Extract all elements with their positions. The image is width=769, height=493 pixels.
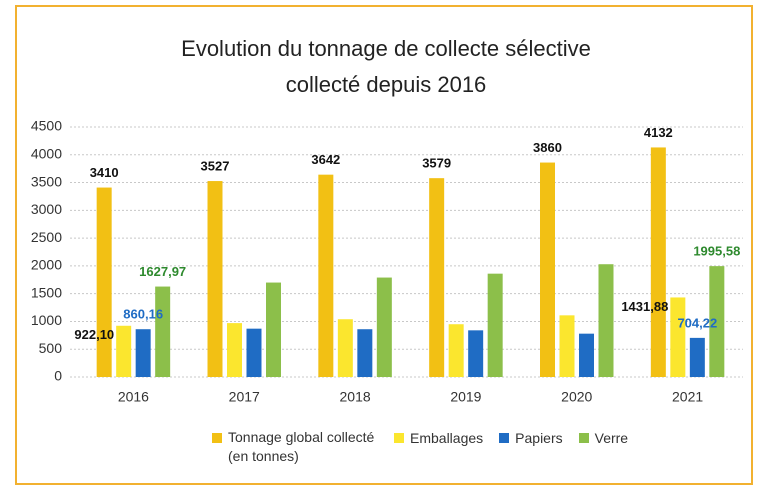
y-tick-label: 500: [39, 340, 63, 356]
legend-swatch: [212, 433, 222, 443]
bar: [227, 323, 242, 377]
bar: [448, 324, 464, 377]
legend-item: Papiers: [499, 430, 563, 446]
y-tick-label: 0: [54, 368, 62, 384]
bar: [318, 174, 334, 377]
x-tick-label: 2021: [672, 389, 703, 405]
bar: [579, 333, 594, 377]
y-tick-label: 4500: [31, 118, 62, 134]
x-tick-label: 2019: [450, 389, 481, 405]
x-tick-label: 2016: [118, 389, 149, 405]
data-label: 3642: [311, 152, 340, 167]
bar: [598, 264, 614, 377]
bar: [670, 297, 686, 377]
chart-title: Evolution du tonnage de collecte sélecti…: [181, 36, 591, 61]
y-tick-label: 4000: [31, 145, 62, 161]
bar: [468, 330, 484, 377]
y-tick-label: 1500: [31, 284, 62, 300]
data-label: 704,22: [677, 315, 717, 330]
bar: [376, 277, 392, 377]
bar: [689, 337, 705, 377]
bar: [487, 273, 503, 377]
bar: [96, 187, 112, 377]
legend-swatch: [578, 433, 589, 443]
legend-label: Emballages: [410, 430, 484, 446]
legend-label: Tonnage global collecté (en tonnes): [228, 429, 375, 464]
bar: [357, 329, 373, 377]
data-label: 4132: [644, 125, 673, 140]
bar: [559, 315, 575, 377]
legend-item: Tonnage global collecté (en tonnes): [212, 429, 378, 466]
data-label: 860,16: [123, 307, 163, 322]
data-label: 1431,88: [621, 299, 668, 314]
x-tick-label: 2020: [561, 389, 592, 405]
x-tick-label: 2017: [229, 389, 260, 405]
legend-label: Verre: [594, 430, 629, 446]
y-tick-label: 3000: [31, 201, 62, 217]
chart-frame: [15, 5, 753, 485]
bar: [429, 178, 445, 377]
bar: [709, 266, 725, 377]
y-tick-label: 2500: [31, 229, 62, 245]
y-tick-label: 1000: [31, 312, 62, 328]
data-label: 1627,97: [139, 264, 186, 279]
bar: [155, 286, 171, 377]
y-tick-label: 2000: [31, 257, 62, 273]
bar: [337, 319, 353, 377]
data-label: 3410: [90, 165, 119, 180]
bar: [135, 329, 151, 377]
bar: [266, 282, 281, 377]
legend-label: Papiers: [515, 430, 563, 446]
data-label: 1995,58: [693, 244, 740, 259]
data-label: 3527: [201, 158, 230, 173]
data-label: 3579: [422, 156, 451, 171]
legend-item: Emballages: [394, 430, 483, 446]
legend-item: Verre: [578, 430, 629, 446]
data-label: 922,10: [74, 327, 114, 342]
legend-swatch: [499, 433, 510, 443]
bar: [116, 325, 132, 377]
chart-subtitle: collecté depuis 2016: [286, 72, 487, 97]
bar: [650, 147, 666, 377]
bar: [540, 162, 555, 377]
legend-swatch: [394, 433, 404, 443]
x-tick-label: 2018: [340, 389, 371, 405]
y-tick-label: 3500: [31, 173, 62, 189]
legend: Tonnage global collecté (en tonnes) Embal…: [212, 429, 629, 466]
bar: [246, 328, 262, 377]
data-label: 3860: [533, 140, 562, 155]
bar: [207, 181, 223, 377]
